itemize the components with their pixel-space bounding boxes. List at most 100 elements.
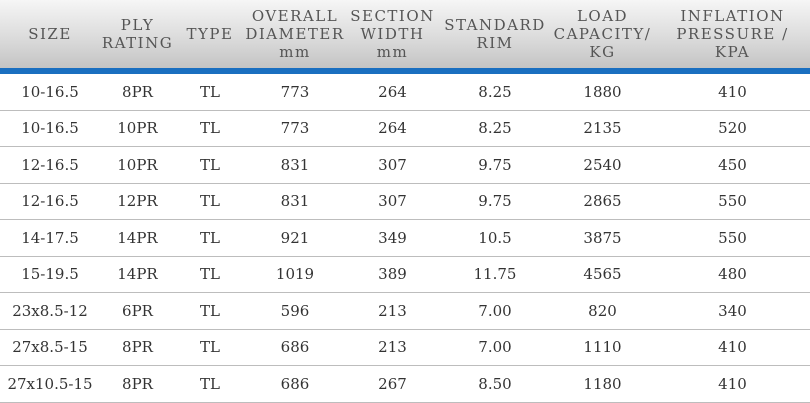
header-line: INFLATION	[680, 7, 785, 25]
cell-standard-rim: 10.5	[478, 228, 512, 247]
cell-overall-diameter: 831	[280, 155, 310, 174]
cell-ply-rating: 12PR	[117, 192, 158, 211]
header-line: RATING	[101, 34, 174, 52]
cell-inflation-pressure: 410	[718, 374, 747, 393]
cell-load-capacity: 4565	[583, 265, 622, 284]
table-row: 15-19.5 14PR TL 1019 389 11.75 4565 480	[0, 257, 810, 293]
header-line: SECTION	[350, 7, 435, 25]
header-overall-diameter: OVERALL DIAMETER mm	[245, 0, 345, 68]
cell-overall-diameter: 686	[280, 374, 310, 393]
cell-load-capacity: 1110	[583, 338, 622, 357]
cell-overall-diameter: 831	[280, 192, 310, 211]
cell-size: 14-17.5	[21, 228, 79, 247]
table-row: 14-17.5 14PR TL 921 349 10.5 3875 550	[0, 220, 810, 257]
header-ply-rating: PLY RATING	[100, 0, 175, 68]
cell-standard-rim: 9.75	[478, 192, 512, 211]
header-line: DIAMETER	[245, 25, 345, 43]
cell-overall-diameter: 686	[280, 338, 310, 357]
cell-overall-diameter: 921	[280, 228, 310, 247]
header-line: SIZE	[28, 25, 72, 43]
cell-section-width: 307	[378, 192, 407, 211]
cell-size: 10-16.5	[21, 82, 79, 101]
cell-load-capacity: 820	[588, 301, 617, 320]
cell-standard-rim: 11.75	[473, 265, 517, 284]
cell-overall-diameter: 596	[280, 301, 310, 320]
header-line: PLY	[120, 16, 155, 34]
table-row: 10-16.5 10PR TL 773 264 8.25 2135 520	[0, 111, 810, 147]
cell-ply-rating: 10PR	[117, 155, 158, 174]
table-body: 10-16.5 8PR TL 773 264 8.25 1880 410 10-16.5 10PR…	[0, 74, 810, 403]
cell-ply-rating: 14PR	[117, 265, 158, 284]
header-size: SIZE	[0, 0, 100, 68]
cell-inflation-pressure: 450	[718, 155, 747, 174]
header-line: OVERALL	[251, 7, 339, 25]
cell-section-width: 264	[378, 119, 407, 138]
header-line: RIM	[476, 34, 514, 52]
cell-inflation-pressure: 410	[718, 338, 747, 357]
cell-size: 27x8.5-15	[12, 338, 88, 357]
table-row: 12-16.5 12PR TL 831 307 9.75 2865 550	[0, 184, 810, 220]
cell-load-capacity: 1880	[583, 82, 622, 101]
cell-load-capacity: 1180	[583, 374, 622, 393]
header-section-width: SECTION WIDTH mm	[345, 0, 440, 68]
header-line: WIDTH	[360, 25, 425, 43]
cell-load-capacity: 2865	[583, 192, 622, 211]
cell-ply-rating: 14PR	[117, 228, 158, 247]
cell-type: TL	[200, 338, 220, 357]
cell-type: TL	[200, 119, 220, 138]
cell-standard-rim: 8.50	[478, 374, 512, 393]
cell-ply-rating: 8PR	[122, 338, 153, 357]
cell-load-capacity: 2540	[583, 155, 622, 174]
cell-standard-rim: 9.75	[478, 155, 512, 174]
header-inflation-pressure: INFLATION PRESSURE / KPA	[655, 0, 810, 68]
header-type: TYPE	[175, 0, 245, 68]
cell-load-capacity: 3875	[583, 228, 622, 247]
cell-type: TL	[200, 192, 220, 211]
cell-section-width: 349	[378, 228, 407, 247]
cell-inflation-pressure: 480	[718, 265, 747, 284]
cell-load-capacity: 2135	[583, 119, 622, 138]
cell-section-width: 389	[378, 265, 407, 284]
header-line: KG	[589, 43, 616, 61]
header-line: KPA	[714, 43, 751, 61]
cell-inflation-pressure: 550	[718, 192, 747, 211]
cell-section-width: 213	[378, 301, 407, 320]
header-line: CAPACITY/	[553, 25, 652, 43]
cell-standard-rim: 7.00	[478, 301, 512, 320]
cell-standard-rim: 8.25	[478, 119, 512, 138]
header-line: STANDARD	[444, 16, 546, 34]
cell-type: TL	[200, 265, 220, 284]
cell-section-width: 267	[378, 374, 407, 393]
cell-size: 10-16.5	[21, 119, 79, 138]
cell-size: 27x10.5-15	[7, 374, 93, 393]
cell-inflation-pressure: 550	[718, 228, 747, 247]
table-row: 27x8.5-15 8PR TL 686 213 7.00 1110 410	[0, 330, 810, 366]
cell-ply-rating: 10PR	[117, 119, 158, 138]
cell-ply-rating: 8PR	[122, 374, 153, 393]
cell-type: TL	[200, 155, 220, 174]
cell-section-width: 307	[378, 155, 407, 174]
header-line: LOAD	[576, 7, 629, 25]
table-row: 23x8.5-12 6PR TL 596 213 7.00 820 340	[0, 293, 810, 330]
cell-section-width: 213	[378, 338, 407, 357]
cell-inflation-pressure: 520	[718, 119, 747, 138]
cell-section-width: 264	[378, 82, 407, 101]
header-line: mm	[376, 43, 409, 61]
cell-type: TL	[200, 228, 220, 247]
cell-inflation-pressure: 410	[718, 82, 747, 101]
table-row: 27x10.5-15 8PR TL 686 267 8.50 1180 410	[0, 366, 810, 403]
cell-ply-rating: 6PR	[122, 301, 153, 320]
table-row: 10-16.5 8PR TL 773 264 8.25 1880 410	[0, 74, 810, 111]
cell-size: 12-16.5	[21, 192, 79, 211]
cell-size: 23x8.5-12	[12, 301, 88, 320]
cell-type: TL	[200, 82, 220, 101]
cell-standard-rim: 7.00	[478, 338, 512, 357]
header-accent-line	[0, 68, 810, 74]
header-standard-rim: STANDARD RIM	[440, 0, 550, 68]
cell-size: 12-16.5	[21, 155, 79, 174]
table-header: SIZE PLY RATING TYPE OVERALL DIAMETER mm…	[0, 0, 810, 68]
cell-overall-diameter: 1019	[275, 265, 315, 284]
header-line: PRESSURE /	[676, 25, 789, 43]
cell-overall-diameter: 773	[280, 82, 310, 101]
cell-standard-rim: 8.25	[478, 82, 512, 101]
